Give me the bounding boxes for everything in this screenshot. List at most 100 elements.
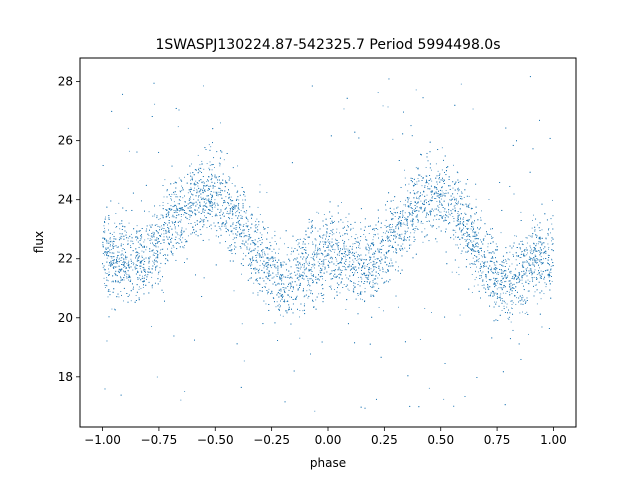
data-point bbox=[377, 258, 379, 260]
data-point bbox=[138, 288, 140, 290]
data-point bbox=[460, 83, 462, 85]
data-point bbox=[390, 258, 392, 260]
data-point bbox=[399, 237, 401, 239]
data-point bbox=[439, 203, 441, 205]
data-point bbox=[424, 308, 426, 309]
data-point bbox=[172, 222, 174, 224]
data-point bbox=[243, 224, 245, 225]
data-point bbox=[430, 200, 432, 202]
data-point bbox=[287, 275, 289, 276]
data-point bbox=[318, 293, 320, 295]
data-point bbox=[543, 248, 545, 250]
data-point bbox=[459, 243, 461, 245]
data-point bbox=[532, 219, 533, 221]
data-point bbox=[229, 246, 231, 248]
data-point bbox=[481, 272, 483, 274]
data-point bbox=[484, 235, 486, 237]
data-point bbox=[527, 260, 528, 262]
data-point bbox=[113, 245, 115, 247]
data-point bbox=[201, 163, 203, 165]
data-point bbox=[257, 226, 258, 228]
data-point bbox=[510, 321, 512, 323]
data-point bbox=[376, 258, 378, 260]
data-point bbox=[372, 260, 374, 262]
data-point bbox=[334, 273, 335, 275]
data-point bbox=[312, 241, 313, 243]
data-point bbox=[188, 207, 190, 209]
data-point bbox=[458, 266, 460, 268]
data-point bbox=[322, 241, 324, 243]
data-point bbox=[313, 254, 315, 256]
data-point bbox=[443, 210, 445, 212]
data-point bbox=[452, 187, 454, 189]
data-point bbox=[111, 281, 113, 283]
data-point bbox=[243, 232, 245, 234]
data-point bbox=[315, 247, 316, 249]
data-point bbox=[228, 204, 230, 206]
data-point bbox=[392, 138, 394, 140]
data-point bbox=[395, 228, 397, 230]
data-point bbox=[143, 251, 144, 253]
data-point bbox=[296, 270, 298, 272]
data-point bbox=[509, 265, 511, 267]
data-point bbox=[152, 243, 154, 245]
data-point bbox=[346, 269, 348, 271]
data-point bbox=[179, 190, 181, 192]
data-point bbox=[317, 230, 319, 232]
data-point bbox=[155, 246, 157, 248]
data-point bbox=[161, 233, 162, 235]
data-point bbox=[529, 281, 531, 282]
data-point bbox=[342, 265, 344, 267]
data-point bbox=[402, 211, 404, 213]
data-point bbox=[443, 398, 445, 400]
data-point bbox=[355, 251, 357, 253]
data-point bbox=[160, 279, 161, 281]
data-point bbox=[163, 230, 165, 232]
data-point bbox=[429, 210, 431, 212]
data-point bbox=[116, 266, 118, 268]
data-point bbox=[237, 210, 239, 212]
data-point bbox=[179, 234, 181, 236]
data-point bbox=[243, 236, 245, 238]
data-point bbox=[311, 267, 313, 269]
data-point bbox=[390, 227, 392, 229]
data-point bbox=[333, 233, 335, 235]
data-point bbox=[512, 302, 514, 304]
data-point bbox=[221, 225, 223, 227]
data-point bbox=[307, 284, 308, 286]
data-point bbox=[273, 276, 275, 278]
data-point bbox=[168, 215, 169, 217]
data-point bbox=[166, 235, 168, 237]
data-point bbox=[295, 274, 297, 276]
data-point bbox=[105, 216, 106, 218]
data-point bbox=[381, 248, 383, 250]
data-point bbox=[113, 231, 115, 233]
data-point bbox=[507, 317, 509, 319]
data-point bbox=[232, 222, 234, 224]
data-point bbox=[551, 259, 553, 261]
data-point bbox=[343, 248, 345, 250]
data-point bbox=[345, 264, 347, 265]
data-point bbox=[399, 234, 401, 236]
data-point bbox=[291, 272, 293, 274]
data-point bbox=[389, 250, 390, 252]
data-point bbox=[137, 271, 139, 273]
data-point bbox=[420, 222, 422, 224]
data-point bbox=[433, 210, 434, 212]
data-point bbox=[521, 251, 523, 252]
data-point bbox=[130, 258, 132, 260]
data-point bbox=[437, 195, 439, 197]
data-point bbox=[330, 249, 331, 251]
data-point bbox=[225, 225, 227, 227]
data-point bbox=[191, 212, 193, 214]
data-point bbox=[328, 254, 330, 256]
data-point bbox=[252, 260, 254, 262]
data-point bbox=[347, 250, 349, 252]
data-point bbox=[529, 250, 531, 252]
data-point bbox=[127, 243, 129, 244]
data-point bbox=[128, 260, 130, 262]
data-point bbox=[321, 275, 323, 277]
data-point bbox=[152, 284, 154, 286]
data-point bbox=[395, 251, 396, 253]
